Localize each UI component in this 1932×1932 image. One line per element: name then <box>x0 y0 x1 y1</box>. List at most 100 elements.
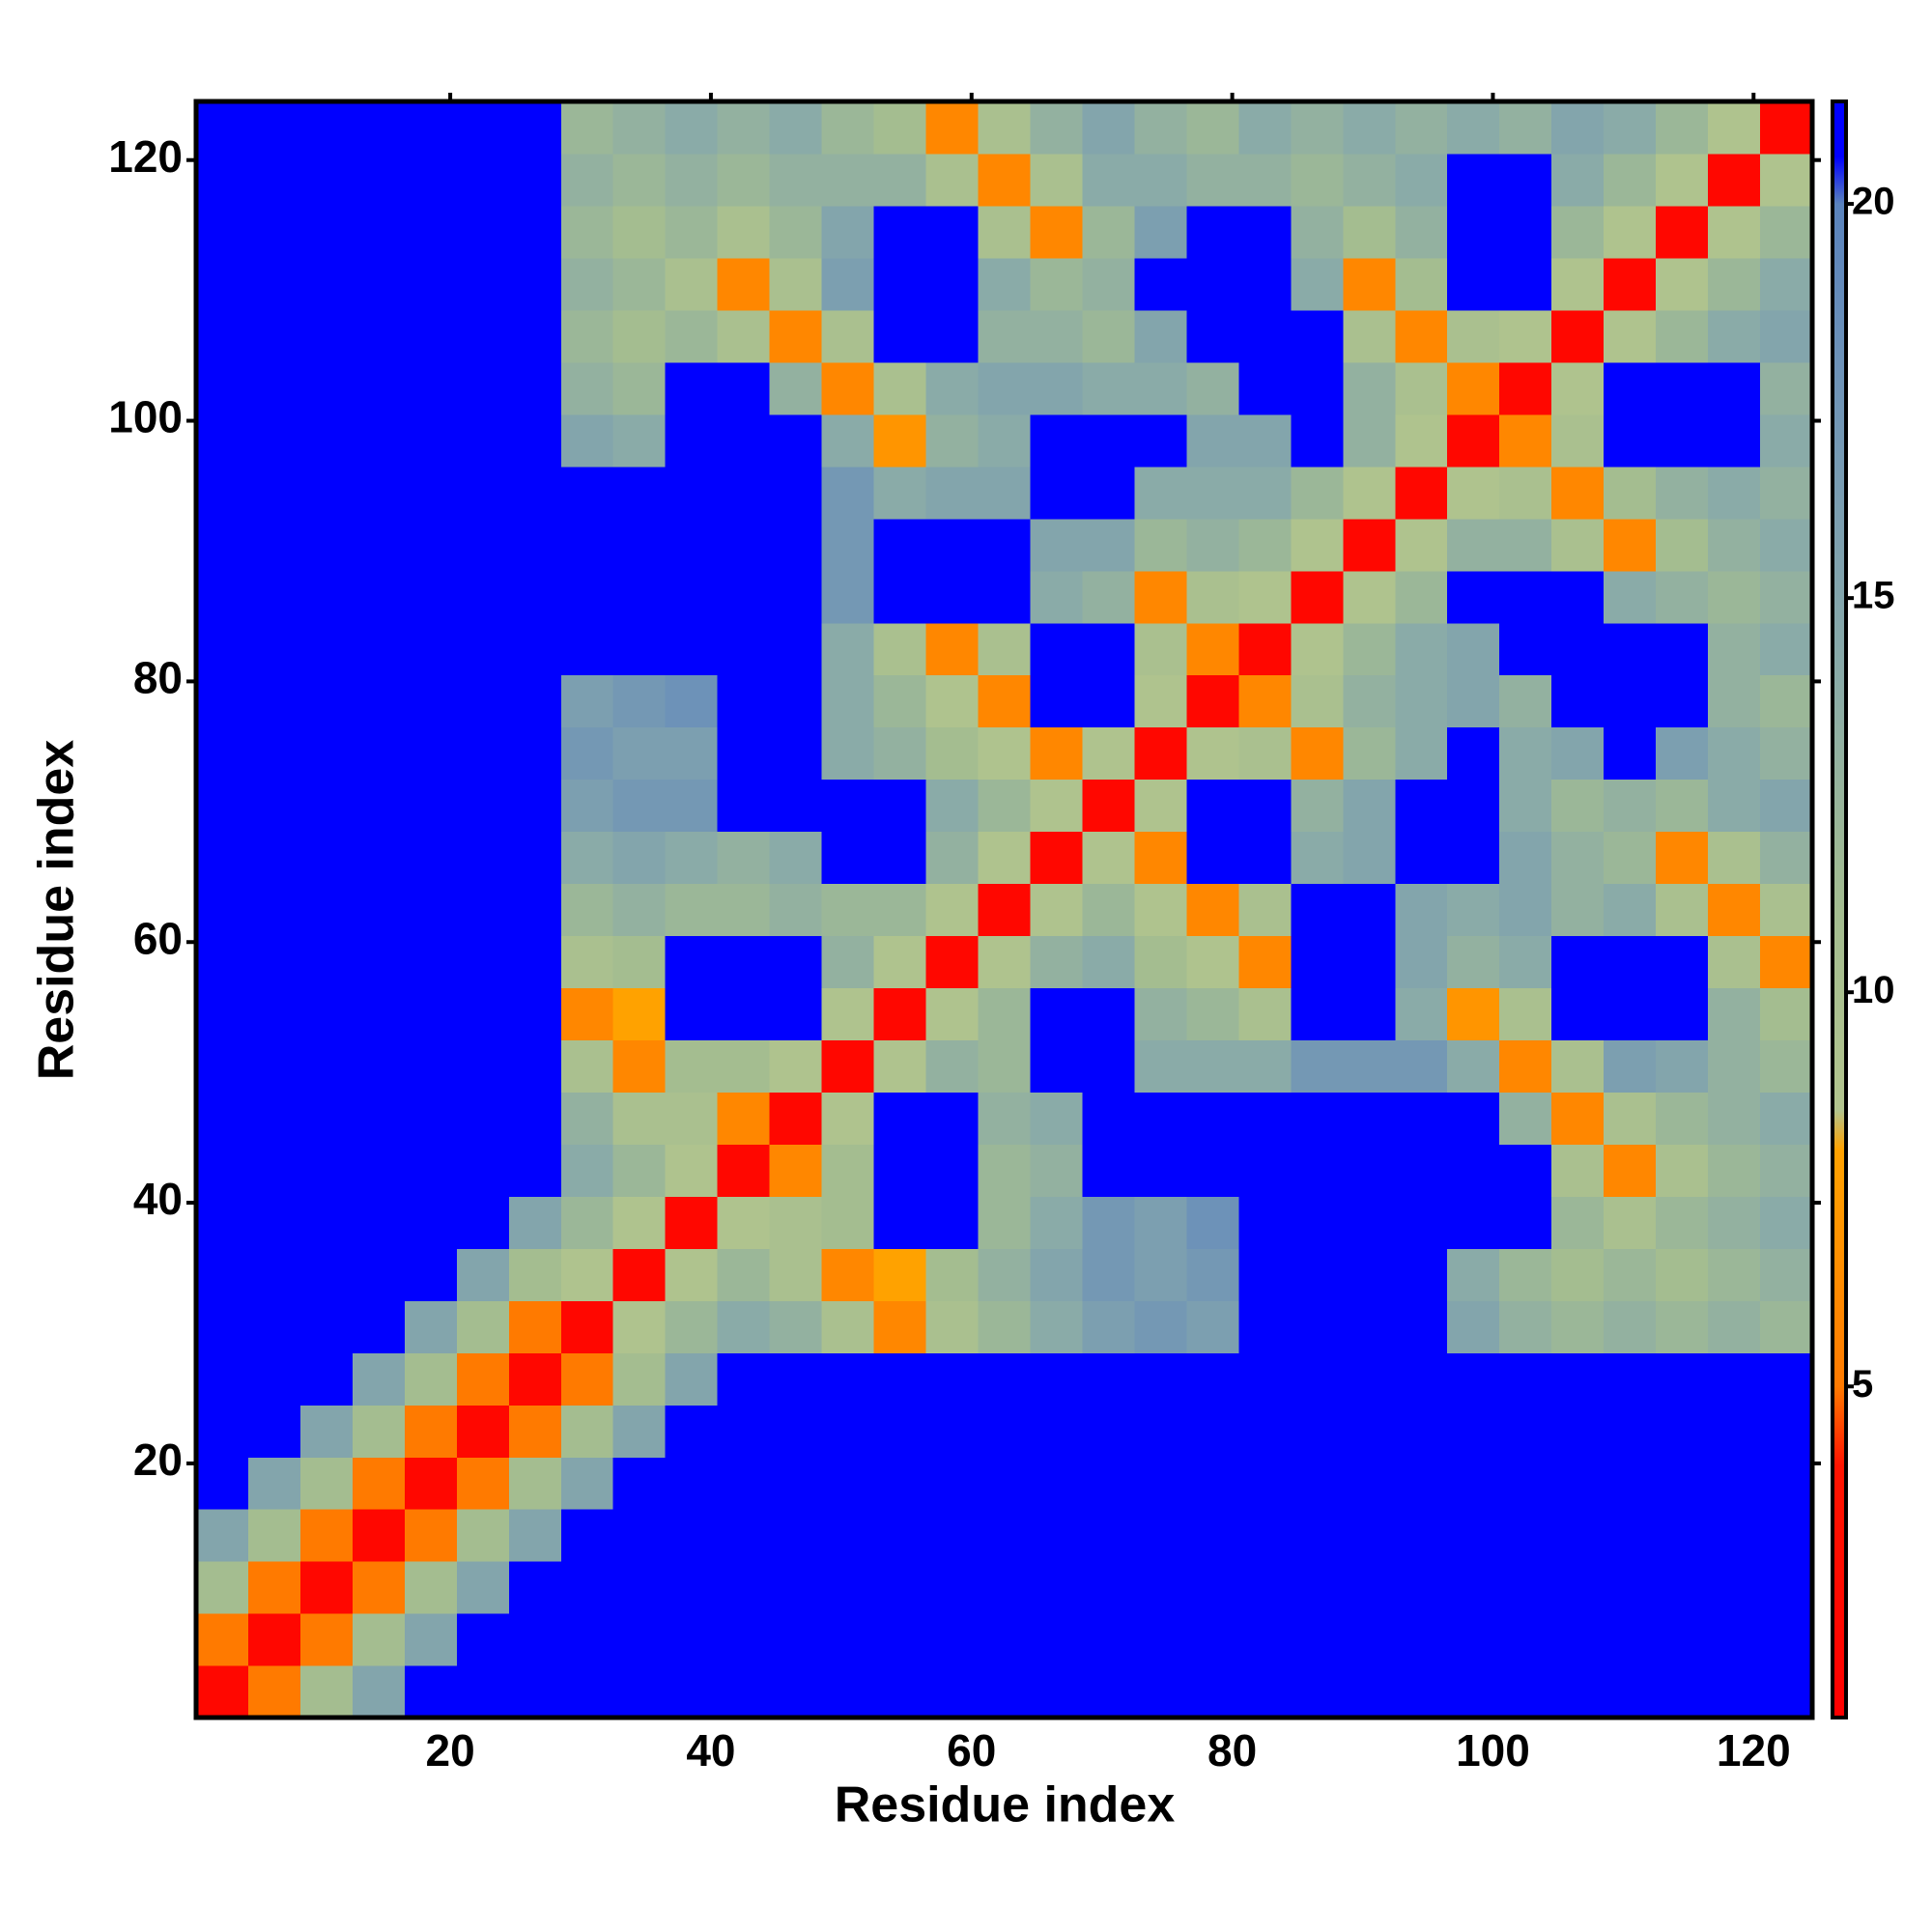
heatmap-cell <box>1447 413 1500 468</box>
heatmap-cell <box>1238 726 1292 781</box>
heatmap-cell <box>717 1144 771 1197</box>
heatmap-cell <box>873 987 927 1041</box>
heatmap-cell <box>196 1196 249 1249</box>
heatmap-cell <box>612 1405 667 1458</box>
heatmap-cell <box>1395 1092 1448 1145</box>
heatmap-cell <box>1343 1300 1396 1353</box>
heatmap-cell <box>508 1039 562 1093</box>
heatmap-cell <box>1447 987 1500 1041</box>
heatmap-cell <box>1030 361 1084 415</box>
heatmap-cell <box>873 1457 927 1510</box>
heatmap-cell <box>665 1300 719 1353</box>
heatmap-cell <box>925 1613 980 1666</box>
heatmap-cell <box>1134 153 1187 207</box>
heatmap-cell <box>299 570 354 624</box>
heatmap-cell <box>1082 1509 1136 1562</box>
heatmap-cell <box>665 1248 719 1301</box>
heatmap-cell <box>1499 518 1552 572</box>
heatmap-cell <box>1604 726 1657 781</box>
heatmap-cell <box>665 466 719 520</box>
heatmap-cell <box>1291 466 1344 520</box>
heatmap-cell <box>560 1196 614 1249</box>
heatmap-cell <box>1134 987 1187 1041</box>
heatmap-cell <box>873 1509 927 1562</box>
heatmap-cell <box>978 622 1032 676</box>
heatmap-cell <box>1291 1665 1344 1719</box>
heatmap-cell <box>821 987 875 1041</box>
heatmap-cell <box>1499 570 1552 624</box>
heatmap-cell <box>665 1613 719 1666</box>
heatmap-cell <box>196 1144 249 1197</box>
heatmap-cell <box>404 726 458 781</box>
heatmap-cell <box>612 101 667 155</box>
heatmap-cell <box>352 1405 406 1458</box>
heatmap-cell <box>456 831 510 885</box>
heatmap-cell <box>1604 205 1657 259</box>
heatmap-cell <box>873 1613 927 1666</box>
heatmap-cell <box>1395 987 1448 1041</box>
heatmap-cell <box>978 1613 1032 1666</box>
heatmap-cell <box>1395 205 1448 259</box>
heatmap-cell <box>612 1457 667 1510</box>
heatmap-cell <box>1238 935 1292 989</box>
heatmap-cell <box>665 309 719 363</box>
heatmap-cell <box>665 257 719 311</box>
heatmap-cell <box>717 570 771 624</box>
heatmap-cell <box>1291 935 1344 989</box>
heatmap-cell <box>404 361 458 415</box>
heatmap-cell <box>925 153 980 207</box>
heatmap-cell <box>1604 831 1657 885</box>
heatmap-cell <box>1499 1144 1552 1197</box>
heatmap-cell <box>247 1509 301 1562</box>
heatmap-cell <box>1343 361 1396 415</box>
heatmap-cell <box>1551 153 1605 207</box>
heatmap-cell <box>821 309 875 363</box>
heatmap-cell <box>196 1457 249 1510</box>
heatmap-cell <box>560 257 614 311</box>
heatmap-cell <box>1551 987 1605 1041</box>
heatmap-cell <box>821 1092 875 1145</box>
heatmap-cell <box>247 779 301 833</box>
heatmap-cell <box>873 1092 927 1145</box>
heatmap-cell <box>352 1352 406 1406</box>
heatmap-cell <box>1343 518 1396 572</box>
heatmap-cell <box>1656 466 1709 520</box>
heatmap-cell <box>1447 570 1500 624</box>
heatmap-cell <box>352 466 406 520</box>
heatmap-cell <box>978 101 1032 155</box>
heatmap-cell <box>1656 309 1709 363</box>
heatmap-cell <box>247 1248 301 1301</box>
heatmap-cell <box>1760 1352 1813 1406</box>
heatmap-cell <box>196 1665 249 1719</box>
heatmap-cell <box>1238 1092 1292 1145</box>
heatmap-cell <box>1760 987 1813 1041</box>
heatmap-cell <box>247 622 301 676</box>
heatmap-cell <box>612 205 667 259</box>
heatmap-cell <box>1134 1248 1187 1301</box>
heatmap-cell <box>1343 153 1396 207</box>
heatmap-cell <box>612 1561 667 1614</box>
heatmap-cell <box>1082 413 1136 468</box>
heatmap-cell <box>247 101 301 155</box>
heatmap-cell <box>352 257 406 311</box>
heatmap-cell <box>1082 1039 1136 1093</box>
y-tick-label: 20 <box>133 1435 183 1485</box>
heatmap-cell <box>508 309 562 363</box>
heatmap-cell <box>1447 779 1500 833</box>
y-tick-label: 40 <box>133 1174 183 1224</box>
heatmap-cell <box>508 935 562 989</box>
heatmap-cell <box>1186 622 1239 676</box>
heatmap-cell <box>925 622 980 676</box>
heatmap-cell <box>665 726 719 781</box>
heatmap-cell <box>1604 1039 1657 1093</box>
heatmap-cell <box>925 1039 980 1093</box>
heatmap-cell <box>456 1039 510 1093</box>
heatmap-cell <box>1343 101 1396 155</box>
heatmap-cell <box>1708 726 1761 781</box>
heatmap-cell <box>873 622 927 676</box>
heatmap-cell <box>456 779 510 833</box>
heatmap-cell <box>1760 726 1813 781</box>
heatmap-cell <box>508 205 562 259</box>
heatmap-cell <box>1186 309 1239 363</box>
heatmap-cell <box>508 1300 562 1353</box>
